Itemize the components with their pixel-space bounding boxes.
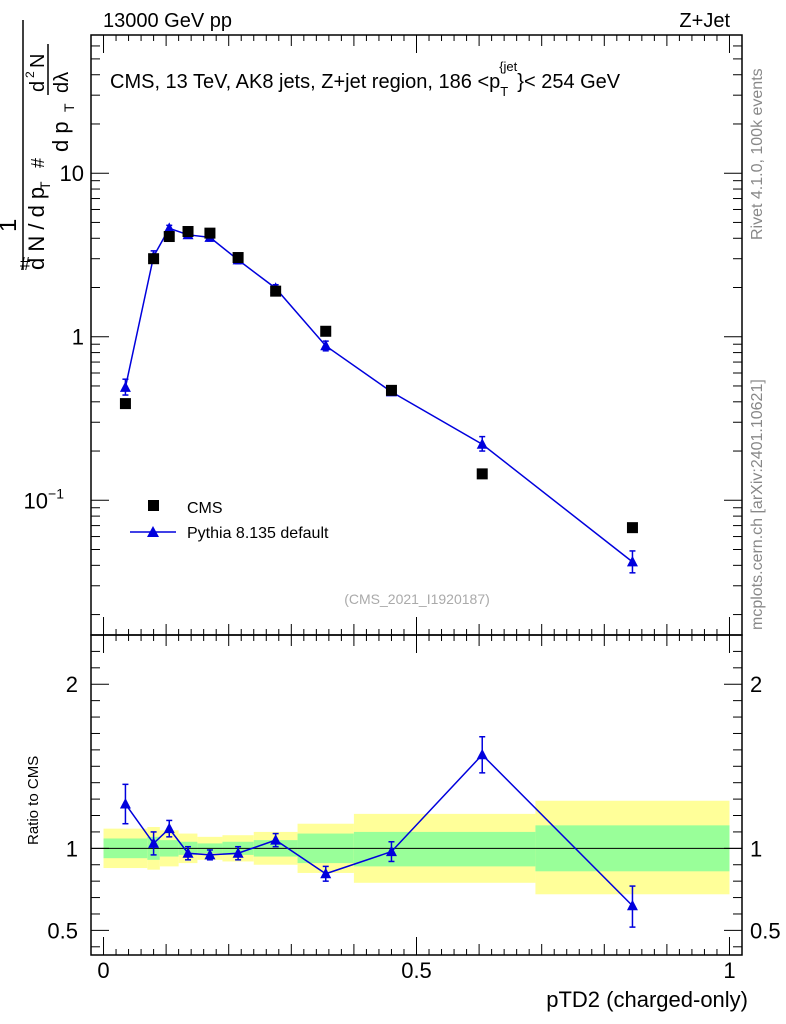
data-point [204,227,216,239]
inner-uncertainty-band [353,831,536,867]
mc-point [163,222,175,233]
legend-mc-label: Pythia 8.135 default [187,525,329,542]
ylabel-sup-2: 2 [23,71,37,78]
ylabel-one: 1 [0,219,22,232]
ylabel-sub-t: T [37,181,53,190]
main-title: CMS, 13 TeV, AK8 jets, Z+jet region, 186… [110,59,621,99]
data-point [119,398,131,410]
header-right: Z+Jet [679,10,730,32]
ratio-point [204,848,216,860]
ratio-y-tick-label-left: 1 [66,836,78,861]
ylabel-hash-2: # [28,158,48,168]
title-sup: {jet [499,59,517,74]
title-post: }< 254 GeV [517,71,621,93]
mc-series-points [119,222,638,574]
x-tick-label: 0.5 [401,958,432,983]
main-axis-ticks: 10 1 10−1 [24,34,742,635]
ratio-point [626,899,638,911]
mc-point [320,339,332,351]
ratio-y-tick-label-left: 2 [66,672,78,697]
ylabel-dn-dpt: d N / d p [24,187,49,270]
x-axis-title: pTD2 (charged-only) [546,987,748,1012]
rivet-version-label: Rivet 4.1.0, 100k events [749,68,766,240]
ratio-y-tick-label-right: 2 [750,672,762,697]
ratio-point [385,845,397,857]
ylabel-dpt: d p [48,121,73,152]
ratio-y-tick-label-right: 1 [750,836,762,861]
ylabel-sub-t-2: T [61,103,77,112]
data-point [163,231,175,243]
mc-point [476,438,488,449]
ratio-point [270,834,282,845]
ratio-y-tick-label-right: 0.5 [750,918,781,943]
main-frame [90,34,743,636]
legend: CMS Pythia 8.135 default [130,500,329,542]
analysis-watermark: (CMS_2021_I1920187) [344,591,490,607]
ylabel-d: d [27,81,49,92]
data-point [270,285,282,297]
data-point [232,252,244,264]
data-point [476,468,488,480]
ylabel-hash-1: # [20,254,30,274]
data-point [626,522,638,534]
mc-point [119,381,131,392]
mc-point [626,555,638,567]
ratio-point [163,822,175,834]
data-point [385,384,397,396]
ratio-y-axis-title: Ratio to CMS [25,756,42,845]
main-y-tick-label: 10 [60,161,84,186]
title-sub: T [500,84,508,99]
ratio-point [320,867,332,879]
ratio-series-points [119,735,638,928]
title-pre: CMS, 13 TeV, AK8 jets, Z+jet region, 186… [110,71,500,93]
main-panel: 10 1 10−1 CMS, 13 TeV, AK8 jets, Z+jet reg… [24,34,743,636]
ratio-axis-ticks: 2 2 1 1 0.5 0.5 0 0.5 1 [47,635,781,983]
ratio-point [232,847,244,858]
main-y-tick-exponent: −1 [48,485,64,501]
ylabel-n: N [27,54,49,68]
ylabel-dlambda: dλ [51,72,73,93]
legend-data-label: CMS [187,500,223,517]
x-tick-label: 1 [723,958,735,983]
data-point [320,325,332,337]
main-y-tick-label: 1 [72,325,84,350]
ratio-point [476,748,488,760]
ratio-point [148,837,160,848]
ratio-panel: 2 2 1 1 0.5 0.5 0 0.5 1 Ratio to CMS pTD2 (charg… [25,634,781,1012]
data-uncertainty-bands [103,800,730,895]
legend-mc-marker [147,526,159,537]
ratio-point [119,798,131,809]
mcplots-label: mcplots.cern.ch [arXiv:2401.10621] [749,379,766,630]
data-point [148,253,160,265]
x-tick-label: 0 [97,958,109,983]
main-y-axis-title: # 1 d N / d p T # d p T d 2 N dλ [0,20,77,274]
data-point [182,226,194,238]
main-y-tick-label: 10−1 [24,485,65,513]
data-series-points [119,226,638,534]
ratio-point [182,847,194,858]
ratio-frame [90,634,743,956]
ratio-y-tick-label-left: 0.5 [47,918,78,943]
legend-data-marker [148,500,159,511]
header-left: 13000 GeV pp [103,10,232,32]
